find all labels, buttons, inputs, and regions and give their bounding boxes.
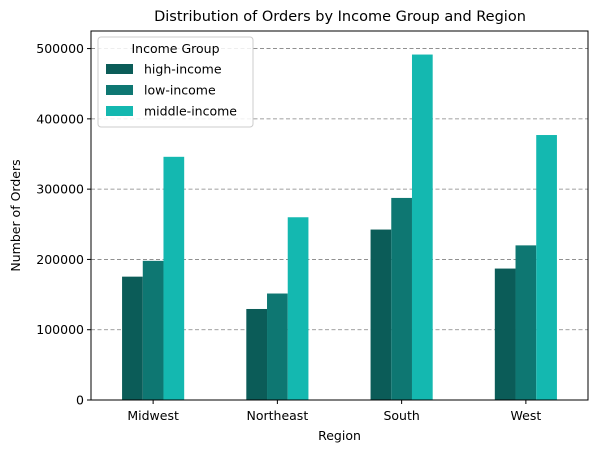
- legend-swatch: [106, 64, 133, 74]
- plot-frame: [90, 30, 589, 401]
- bar: [370, 229, 392, 400]
- bar: [494, 268, 516, 400]
- legend-label: low-income: [144, 83, 216, 98]
- y-axis: 0 100000 200000 300000 400000 500000: [36, 41, 91, 408]
- legend-label: middle-income: [144, 104, 237, 119]
- y-tick-label: 200000: [36, 252, 84, 267]
- legend: Income Group high-income low-income middle…: [97, 36, 254, 128]
- bar: [391, 197, 412, 400]
- x-axis-label: Region: [318, 428, 361, 443]
- legend-title: Income Group: [131, 41, 219, 56]
- bar: [515, 245, 537, 400]
- bar: [536, 135, 557, 400]
- bar: [411, 54, 433, 400]
- legend-swatch: [106, 85, 133, 95]
- bar: [287, 217, 309, 400]
- gridlines: [91, 48, 588, 331]
- bar: [246, 308, 268, 400]
- bar: [163, 156, 185, 400]
- y-tick-label: 500000: [36, 41, 84, 56]
- x-tick-label: West: [511, 408, 542, 423]
- y-tick-label: 100000: [36, 322, 84, 337]
- bar: [267, 293, 288, 400]
- x-tick-label: Northeast: [247, 408, 309, 423]
- legend-frame: [97, 36, 254, 128]
- bars: [122, 54, 557, 400]
- x-axis: Midwest Northeast South West: [127, 400, 541, 423]
- y-tick-label: 300000: [36, 182, 84, 197]
- y-axis-label: Number of Orders: [8, 159, 23, 271]
- legend-swatch: [106, 106, 133, 116]
- bar: [142, 260, 164, 400]
- x-tick-label: Midwest: [127, 408, 179, 423]
- chart-title: Distribution of Orders by Income Group a…: [154, 9, 526, 25]
- legend-label: high-income: [144, 62, 222, 77]
- y-tick-label: 0: [76, 393, 84, 408]
- y-tick-label: 400000: [36, 111, 84, 126]
- bar: [122, 276, 143, 400]
- x-tick-label: South: [383, 408, 419, 423]
